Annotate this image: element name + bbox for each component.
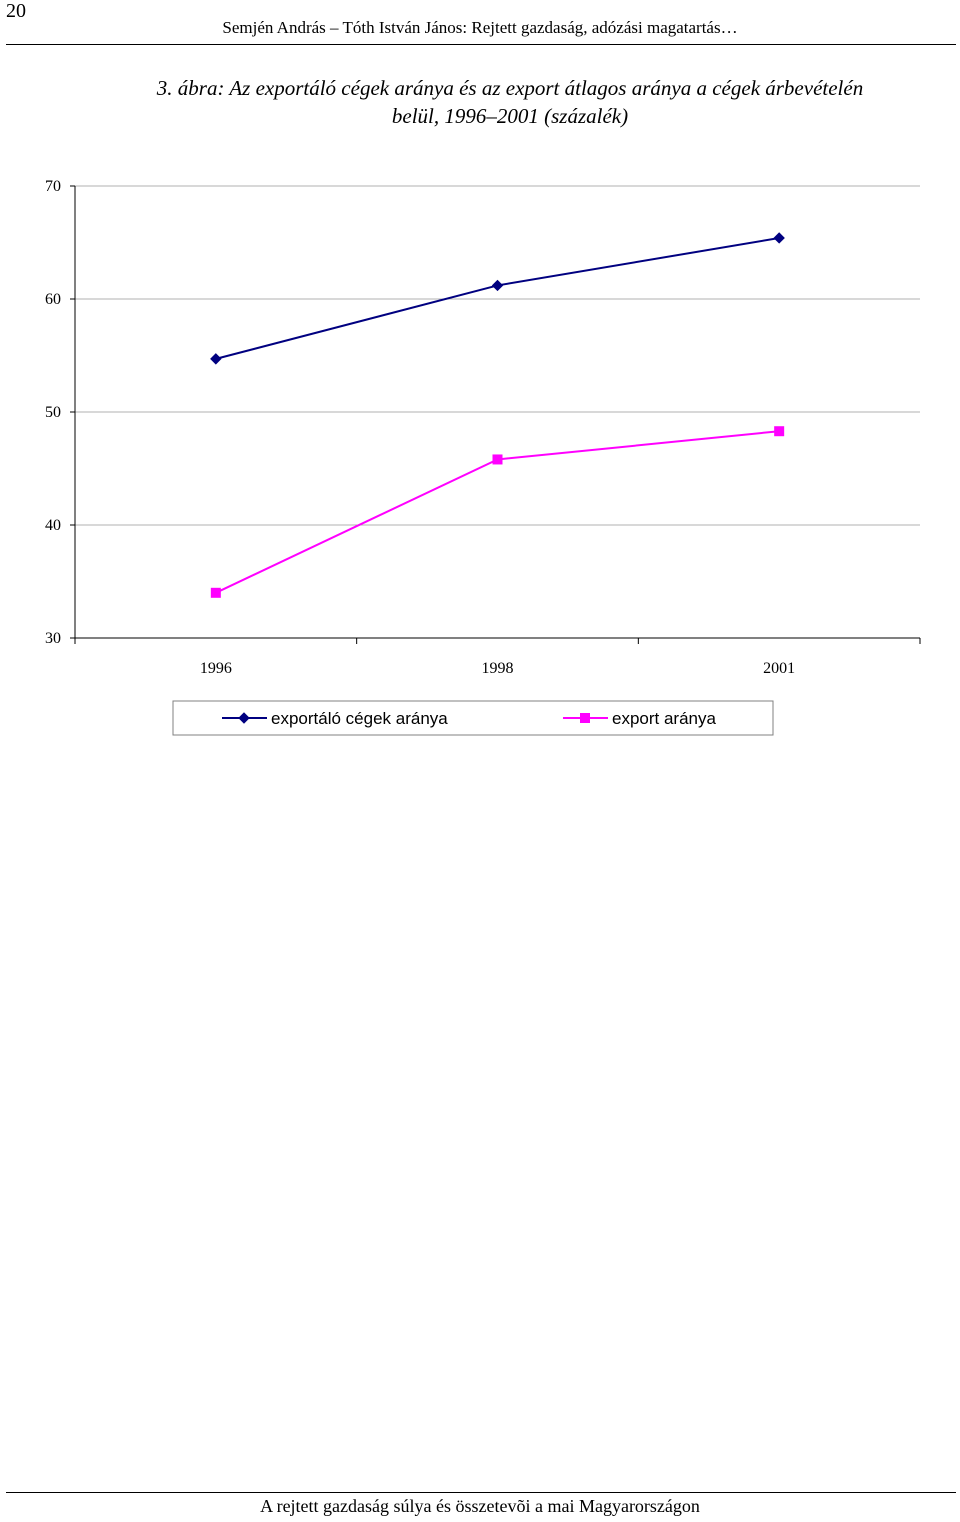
running-header: Semjén András – Tóth István János: Rejte… — [222, 18, 738, 37]
figure-title: 3. ábra: Az exportáló cégek aránya és az… — [60, 74, 960, 130]
x-tick-label: 1998 — [482, 660, 514, 677]
legend-marker-1 — [238, 712, 250, 724]
series-2-point — [210, 587, 221, 598]
legend-label: exportáló cégek aránya — [271, 709, 448, 728]
header-rule — [6, 44, 956, 45]
series-1-point — [491, 279, 504, 292]
running-footer: A rejtett gazdaság súlya és összetevõi a… — [260, 1496, 700, 1516]
y-tick-label: 40 — [45, 517, 61, 534]
footer-rule — [6, 1492, 956, 1493]
y-tick-label: 50 — [45, 404, 61, 421]
y-tick-label: 70 — [45, 178, 61, 195]
legend-marker-2 — [580, 713, 590, 723]
series-2-point — [774, 426, 785, 437]
y-tick-label: 60 — [45, 291, 61, 308]
series-1-point — [773, 232, 785, 244]
page-number: 20 — [6, 0, 26, 22]
legend-label: export aránya — [612, 709, 716, 728]
legend-box — [172, 700, 774, 736]
figure-title-line-2: belül, 1996–2001 (százalék) — [391, 104, 629, 128]
series-1-point — [210, 353, 222, 365]
x-tick-label: 1996 — [200, 660, 232, 677]
series-2-point — [492, 454, 503, 465]
x-tick-label: 2001 — [763, 660, 795, 677]
y-tick-label: 30 — [45, 630, 61, 647]
line-chart: 30 40 50 60 70 1996 1998 2001 exportáló cégek ar… — [45, 178, 921, 736]
figure-title-line-1: 3. ábra: Az exportáló cégek aránya és az… — [156, 76, 864, 100]
series-line-1 — [215, 236, 780, 360]
